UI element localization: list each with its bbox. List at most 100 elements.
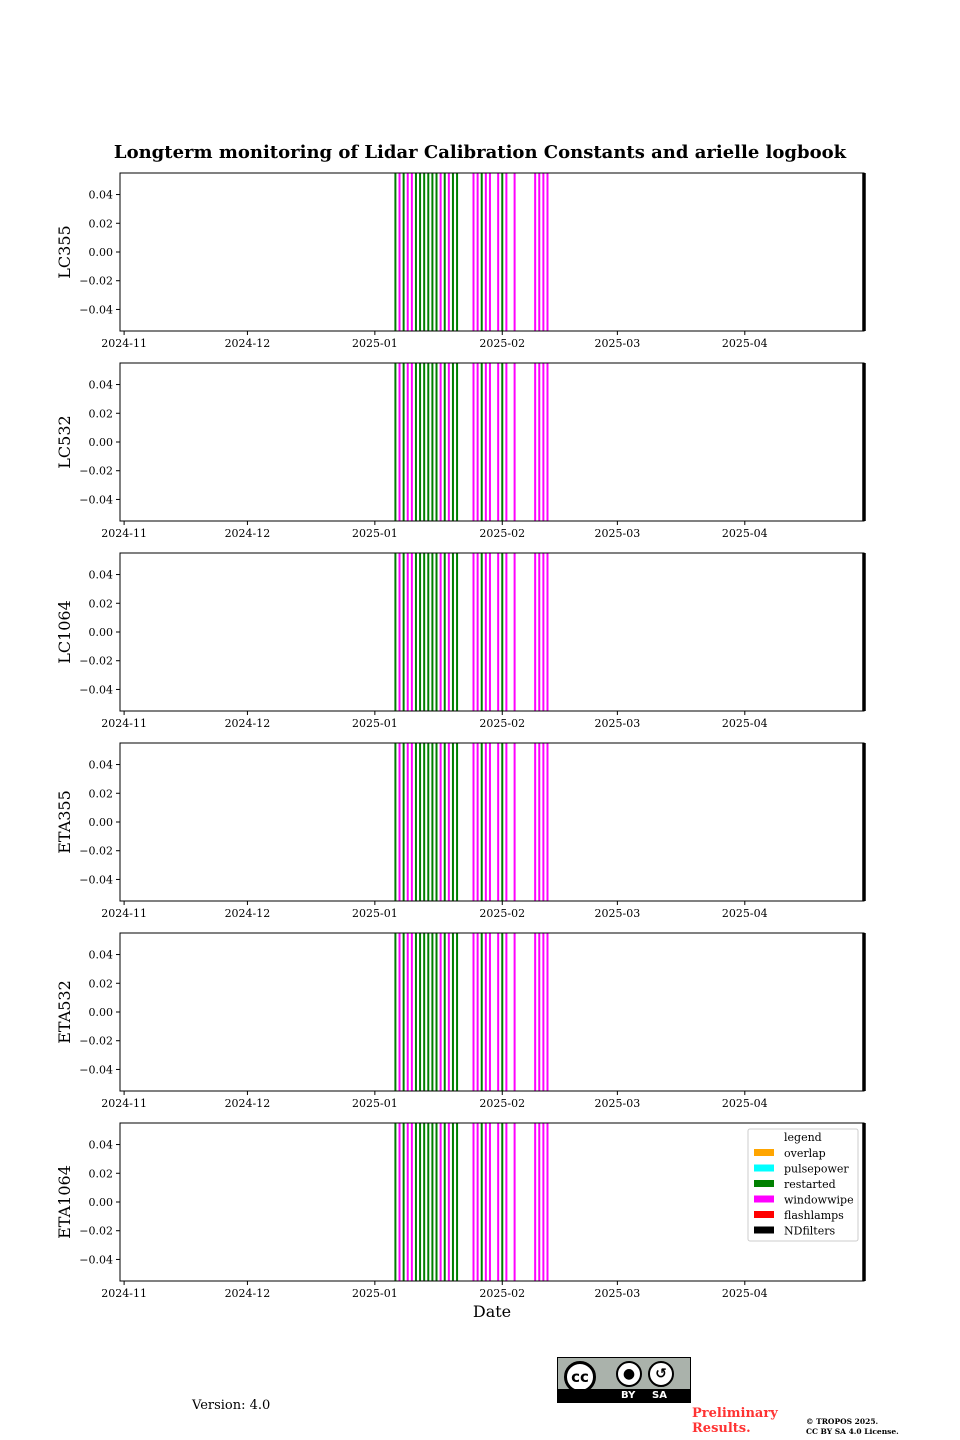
copyright-line-2: CC BY SA 4.0 License.: [806, 1427, 899, 1436]
x-tick-label: 2025-03: [595, 907, 641, 920]
panel-lc1064: 0.04 0.02 0.00 −0.02 −0.04 2024-11 2024-12 2025…: [55, 552, 866, 730]
x-tick-label: 2025-04: [722, 1097, 768, 1110]
y-tick-label: 0.04: [89, 759, 114, 772]
x-tick-label: 2025-04: [722, 527, 768, 540]
attribution-icon: ●: [616, 1361, 642, 1387]
y-tick-label: 0.04: [89, 379, 114, 392]
y-tick-label: 0.04: [89, 569, 114, 582]
y-tick-label: 0.02: [89, 787, 114, 800]
x-tick-label: 2025-01: [352, 337, 398, 350]
y-tick-label: 0.04: [89, 1139, 114, 1152]
y-axis-label: ETA355: [55, 790, 74, 854]
y-tick-label: 0.02: [89, 597, 114, 610]
x-tick-label: 2025-04: [722, 907, 768, 920]
plot-frame: [119, 932, 865, 1092]
y-tick-label: 0.00: [89, 1006, 114, 1019]
panel-lc355: 0.04 0.02 0.00 −0.02 −0.04 2024-11 2024-12 2025…: [55, 172, 866, 350]
y-tick-label: −0.02: [79, 275, 113, 288]
legend-swatch-pulsepower: [754, 1164, 774, 1172]
x-tick-label: 2025-04: [722, 1287, 768, 1300]
cc-license-badge: cc ● ↺ BY SA: [557, 1357, 691, 1403]
x-tick-label: 2025-02: [479, 527, 525, 540]
y-tick-label: −0.04: [79, 683, 113, 696]
y-tick-label: 0.00: [89, 816, 114, 829]
y-tick-label: −0.04: [79, 493, 113, 506]
plot-frame: [119, 742, 865, 902]
x-tick-label: 2025-02: [479, 907, 525, 920]
cc-icon: cc: [564, 1361, 596, 1393]
copyright-line-1: © TROPOS 2025.: [806, 1417, 879, 1426]
x-tick-label: 2025-01: [352, 1287, 398, 1300]
y-tick-label: 0.00: [89, 626, 114, 639]
cc-by-label: BY: [621, 1390, 636, 1401]
x-tick-label: 2025-01: [352, 527, 398, 540]
legend-entry-flashlamps: flashlamps: [784, 1209, 844, 1222]
share-alike-icon: ↺: [648, 1361, 674, 1387]
legend-swatch-windowwipe: [754, 1195, 774, 1203]
x-tick-label: 2025-03: [595, 337, 641, 350]
plot-frame: [119, 552, 865, 712]
legend-entry-restarted: restarted: [784, 1178, 836, 1191]
y-axis-label: LC1064: [55, 600, 74, 664]
panel-eta532: 0.04 0.02 0.00 −0.02 −0.04 2024-11 2024-12 2025…: [55, 932, 866, 1110]
x-tick-label: 2024-12: [225, 717, 271, 730]
x-tick-label: 2025-02: [479, 1287, 525, 1300]
cc-badge-strip: [558, 1389, 690, 1402]
y-tick-label: −0.04: [79, 1063, 113, 1076]
y-tick-label: −0.02: [79, 465, 113, 478]
panels: 0.04 0.02 0.00 −0.02 −0.04 2024-11 2024-12 2025…: [55, 172, 866, 1300]
x-tick-label: 2025-03: [595, 527, 641, 540]
y-tick-label: 0.00: [89, 436, 114, 449]
copyright-note: © TROPOS 2025. CC BY SA 4.0 License.: [806, 1417, 899, 1437]
x-tick-label: 2024-11: [101, 337, 147, 350]
x-tick-label: 2025-03: [595, 1287, 641, 1300]
x-tick-label: 2024-11: [101, 527, 147, 540]
x-tick-label: 2024-12: [225, 907, 271, 920]
panel-eta1064: 0.04 0.02 0.00 −0.02 −0.04 2024-11 2024-12 2025…: [55, 1122, 866, 1300]
y-tick-label: −0.04: [79, 873, 113, 886]
y-tick-label: 0.02: [89, 407, 114, 420]
x-tick-label: 2025-01: [352, 907, 398, 920]
x-tick-label: 2025-02: [479, 1097, 525, 1110]
x-tick-label: 2024-12: [225, 1097, 271, 1110]
x-tick-label: 2024-12: [225, 527, 271, 540]
y-tick-label: −0.02: [79, 655, 113, 668]
x-tick-label: 2024-11: [101, 907, 147, 920]
legend: legend overlap pulsepower restarted windowwi…: [747, 1128, 859, 1242]
legend-entry-windowwipe: windowwipe: [784, 1194, 854, 1207]
x-tick-label: 2025-02: [479, 717, 525, 730]
y-tick-label: 0.04: [89, 949, 114, 962]
x-tick-label: 2025-04: [722, 717, 768, 730]
x-tick-label: 2024-11: [101, 1287, 147, 1300]
x-tick-label: 2024-11: [101, 717, 147, 730]
legend-entry-pulsepower: pulsepower: [784, 1163, 849, 1176]
y-tick-label: −0.02: [79, 845, 113, 858]
preliminary-results-note: Preliminary Results.: [692, 1406, 778, 1436]
x-tick-label: 2024-12: [225, 1287, 271, 1300]
x-tick-label: 2024-11: [101, 1097, 147, 1110]
x-tick-label: 2025-01: [352, 1097, 398, 1110]
y-tick-label: 0.00: [89, 1196, 114, 1209]
x-tick-label: 2025-02: [479, 337, 525, 350]
legend-swatch-overlap: [754, 1149, 774, 1156]
plot-frame: [119, 172, 865, 332]
y-tick-label: 0.02: [89, 217, 114, 230]
legend-box: [747, 1128, 859, 1242]
panel-lc532: 0.04 0.02 0.00 −0.02 −0.04 2024-11 2024-12 2025…: [55, 362, 866, 540]
y-axis-label: ETA1064: [55, 1165, 74, 1239]
x-tick-label: 2024-12: [225, 337, 271, 350]
x-tick-label: 2025-04: [722, 337, 768, 350]
y-tick-label: −0.02: [79, 1035, 113, 1048]
y-axis-label: ETA532: [55, 980, 74, 1044]
version-label: Version: 4.0: [192, 1398, 271, 1413]
x-tick-label: 2025-03: [595, 1097, 641, 1110]
legend-swatch-ndfilters: [754, 1226, 774, 1234]
y-tick-label: 0.02: [89, 1167, 114, 1180]
x-axis-label: Date: [473, 1302, 511, 1321]
y-tick-label: 0.04: [89, 189, 114, 202]
y-tick-label: −0.04: [79, 303, 113, 316]
y-axis-label: LC355: [55, 225, 74, 278]
chart-title: Longterm monitoring of Lidar Calibration…: [114, 142, 847, 163]
x-tick-label: 2025-03: [595, 717, 641, 730]
